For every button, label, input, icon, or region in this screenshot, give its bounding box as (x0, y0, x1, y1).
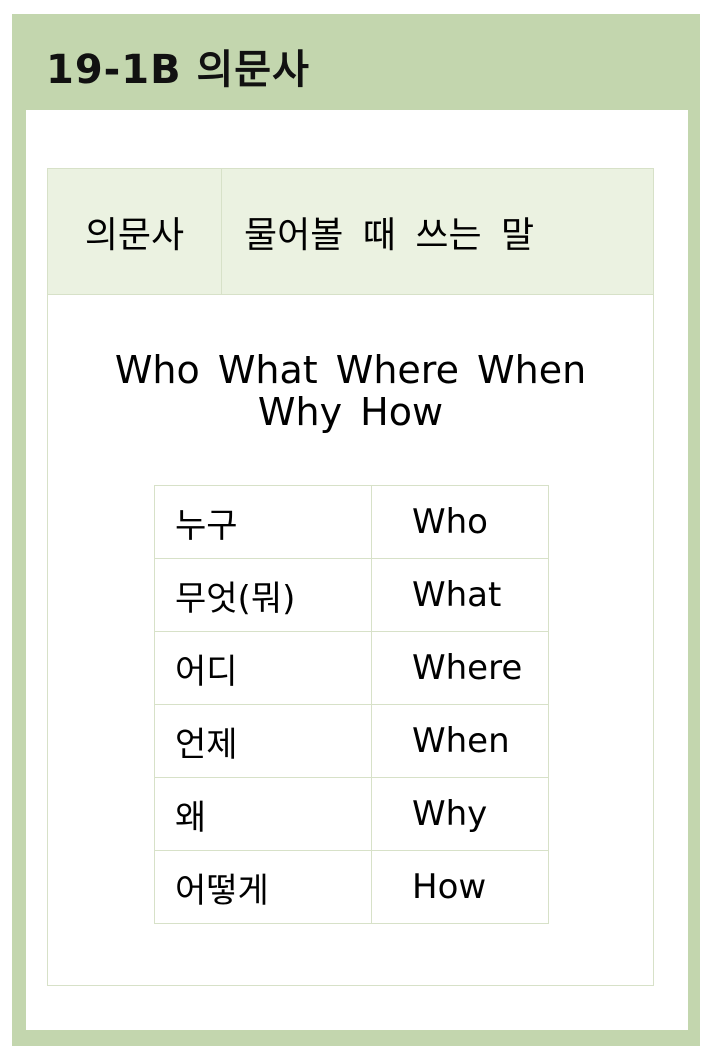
lesson-card: 의문사 물어볼 때 쓰는 말 Who What Where When Why H… (47, 168, 654, 986)
table-row: 어디 Where (154, 631, 549, 705)
table-row: 무엇(뭐) What (154, 558, 549, 632)
korean-cell: 어떻게 (154, 850, 372, 924)
korean-cell: 무엇(뭐) (154, 558, 372, 632)
table-row: 어떻게 How (154, 850, 549, 924)
definition-meaning: 물어볼 때 쓰는 말 (244, 214, 535, 256)
definition-term: 의문사 (48, 169, 222, 294)
table-row: 누구 Who (154, 485, 549, 559)
question-words-line-2: Why How (257, 390, 444, 434)
korean-cell: 왜 (154, 777, 372, 851)
english-cell: Why (371, 777, 549, 851)
table-row: 왜 Why (154, 777, 549, 851)
definition-row: 의문사 물어볼 때 쓰는 말 (48, 169, 653, 295)
table-row: 언제 When (154, 704, 549, 778)
question-words-line-1: Who What Where When (114, 348, 587, 392)
english-cell: Who (371, 485, 549, 559)
question-word-table: 누구 Who 무엇(뭐) What 어디 Where 언제 When 왜 Why… (154, 485, 549, 924)
english-cell: How (371, 850, 549, 924)
english-cell: When (371, 704, 549, 778)
korean-cell: 어디 (154, 631, 372, 705)
korean-cell: 언제 (154, 704, 372, 778)
korean-cell: 누구 (154, 485, 372, 559)
page-title: 19-1B 의문사 (46, 47, 310, 93)
english-cell: Where (371, 631, 549, 705)
english-cell: What (371, 558, 549, 632)
